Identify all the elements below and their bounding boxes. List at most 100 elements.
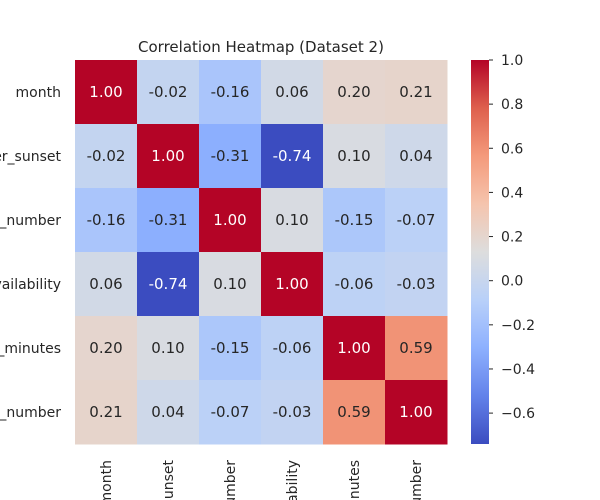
heatmap-cell (199, 124, 262, 189)
heatmap-cell (75, 188, 138, 253)
column-tick-label: umber (409, 460, 425, 500)
heatmap-cell (199, 316, 262, 381)
heatmap-cell (261, 252, 324, 317)
colorbar-tick-label: 0.4 (501, 185, 523, 201)
heatmap-cell (385, 316, 448, 381)
colorbar-tick-label: 0.2 (501, 230, 523, 246)
heatmap-cell (323, 60, 386, 125)
heatmap-cell (199, 252, 262, 317)
colorbar-tick-label: −0.4 (501, 362, 535, 378)
cell-value-label: 1.00 (213, 211, 246, 229)
heatmap-cell (137, 124, 200, 189)
cell-value-label: -0.31 (149, 211, 188, 229)
cell-value-label: -0.74 (149, 275, 188, 293)
heatmap-cell (323, 188, 386, 253)
cell-value-label: -0.03 (273, 403, 312, 421)
cell-value-label: 0.10 (337, 147, 370, 165)
cell-value-label: -0.02 (149, 83, 188, 101)
colorbar-tick-label: 1.0 (501, 53, 523, 69)
column-tick-label: month (99, 460, 115, 500)
row-tick-label: vailability (0, 277, 61, 293)
cell-value-label: -0.16 (211, 83, 250, 101)
heatmap-cell (323, 124, 386, 189)
heatmap-cell (137, 60, 200, 125)
cell-value-label: 0.04 (399, 147, 432, 165)
cell-value-label: 0.06 (275, 83, 308, 101)
row-tick-labels: month er_sunset _number vailability _minutes… (0, 85, 62, 421)
heatmap-cell (75, 124, 138, 189)
cell-value-label: -0.16 (87, 211, 126, 229)
heatmap-cell (261, 60, 324, 125)
heatmap-cell (261, 316, 324, 381)
heatmap-cell (199, 380, 262, 445)
cell-value-label: 0.06 (89, 275, 122, 293)
heatmap-cell (199, 188, 262, 253)
heatmap-cell (75, 60, 138, 125)
cell-value-label: 1.00 (275, 275, 308, 293)
heatmap-cell (75, 252, 138, 317)
heatmap-cell (385, 380, 448, 445)
heatmap-cell (385, 188, 448, 253)
cell-value-label: 0.20 (337, 83, 370, 101)
colorbar-tick-label: −0.6 (501, 406, 535, 422)
heatmap-cell (199, 60, 262, 125)
cell-value-label: -0.31 (211, 147, 250, 165)
heatmap-cell (137, 380, 200, 445)
column-tick-label: inutes (347, 460, 363, 500)
heatmap-cell (261, 124, 324, 189)
heatmap-cell (137, 188, 200, 253)
colorbar-tick-label: 0.6 (501, 141, 523, 157)
colorbar-tick-label: 0.0 (501, 274, 523, 290)
row-tick-label: er_sunset (0, 149, 62, 165)
heatmap-cell (385, 60, 448, 125)
heatmap-cell (323, 316, 386, 381)
cell-value-label: -0.06 (335, 275, 374, 293)
cell-value-label: 1.00 (399, 403, 432, 421)
cell-value-label: 1.00 (89, 83, 122, 101)
column-tick-label: sunset (161, 459, 177, 500)
cell-value-label: 0.59 (399, 339, 432, 357)
heatmap-cell (323, 252, 386, 317)
row-tick-label: _number (0, 405, 61, 421)
heatmap-cells: 1.00 -0.02 -0.16 0.06 0.20 0.21 -0.02 1.00 -0.31… (75, 60, 448, 445)
cell-value-label: -0.15 (335, 211, 374, 229)
row-tick-label: month (16, 85, 61, 101)
heatmap-cell (261, 188, 324, 253)
cell-value-label: 1.00 (337, 339, 370, 357)
column-tick-label: ability (285, 460, 301, 500)
cell-value-label: -0.07 (397, 211, 436, 229)
heatmap-cell (261, 380, 324, 445)
heatmap-cell (137, 316, 200, 381)
chart-title: Correlation Heatmap (Dataset 2) (138, 38, 384, 56)
heatmap-cell (385, 124, 448, 189)
row-tick-label: _minutes (0, 341, 61, 357)
heatmap-cell (75, 316, 138, 381)
cell-value-label: 0.21 (89, 403, 122, 421)
heatmap-cell (75, 380, 138, 445)
cell-value-label: 0.20 (89, 339, 122, 357)
row-tick-label: _number (0, 213, 61, 229)
heatmap-cell (137, 252, 200, 317)
cell-value-label: 0.21 (399, 83, 432, 101)
cell-value-label: 0.10 (275, 211, 308, 229)
colorbar-gradient (471, 60, 489, 444)
cell-value-label: 1.00 (151, 147, 184, 165)
column-tick-labels: month sunset umber ability inutes umber (99, 459, 425, 500)
cell-value-label: -0.07 (211, 403, 250, 421)
heatmap-cell (385, 252, 448, 317)
cell-value-label: -0.06 (273, 339, 312, 357)
cell-value-label: -0.03 (397, 275, 436, 293)
cell-value-label: 0.59 (337, 403, 370, 421)
cell-value-label: 0.04 (151, 403, 184, 421)
cell-value-label: 0.10 (151, 339, 184, 357)
cell-value-label: 0.10 (213, 275, 246, 293)
heatmap-cell (323, 380, 386, 445)
colorbar-tick-label: 0.8 (501, 97, 523, 113)
colorbar-tick-label: −0.2 (501, 318, 535, 334)
cell-value-label: -0.74 (273, 147, 312, 165)
cell-value-label: -0.02 (87, 147, 126, 165)
colorbar: 1.0 0.8 0.6 0.4 0.2 0.0 −0.2 −0.4 −0.6 (471, 53, 535, 444)
cell-value-label: -0.15 (211, 339, 250, 357)
column-tick-label: umber (223, 460, 239, 500)
